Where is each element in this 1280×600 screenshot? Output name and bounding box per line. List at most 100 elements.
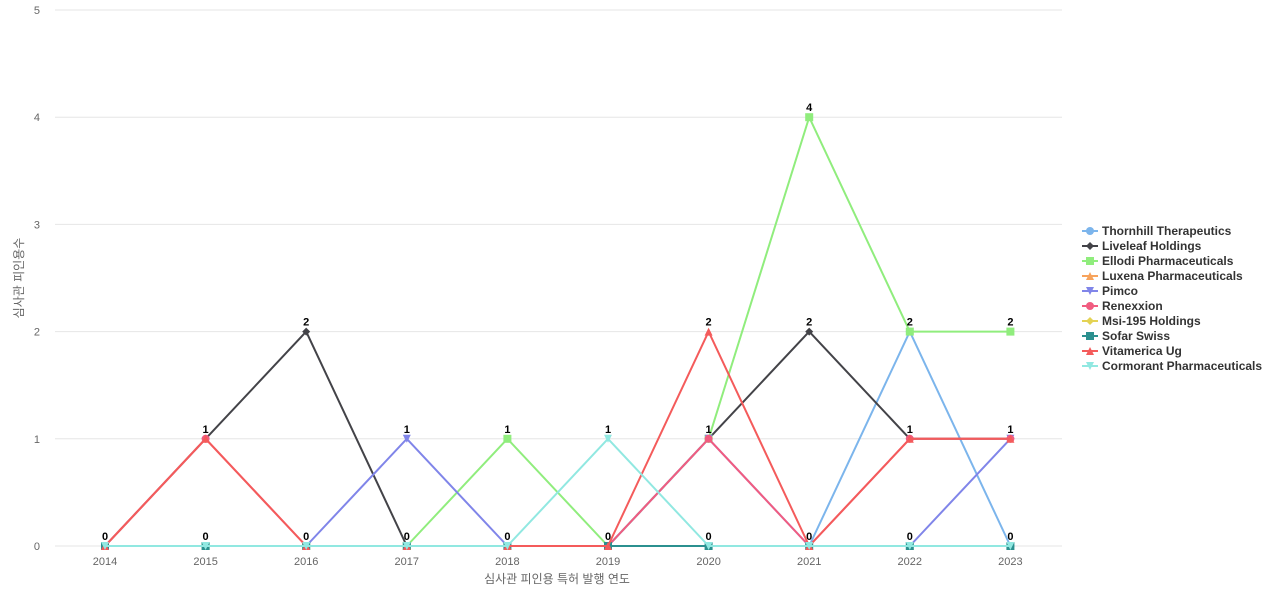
data-point (1006, 434, 1015, 443)
x-axis-title: 심사관 피인용 특허 발행 연도 (484, 571, 630, 586)
legend-label: Sofar Swiss (1102, 329, 1170, 343)
data-point (201, 434, 210, 443)
data-label: 0 (102, 531, 108, 543)
y-axis-ticks: 0 1 2 3 4 5 (34, 5, 40, 553)
data-point (805, 327, 814, 336)
data-point (201, 542, 210, 550)
x-tick-label: 2017 (395, 556, 419, 568)
legend-item[interactable]: Cormorant Pharmaceuticals (1082, 359, 1262, 373)
legend-item[interactable]: Luxena Pharmaceuticals (1082, 269, 1243, 283)
x-tick-label: 2016 (294, 556, 318, 568)
y-tick-label: 0 (34, 541, 40, 553)
data-label: 1 (203, 424, 209, 436)
data-label: 0 (706, 531, 712, 543)
data-label: 0 (504, 531, 510, 543)
x-tick-label: 2022 (898, 556, 922, 568)
legend-marker (1086, 317, 1094, 325)
legend-marker (1086, 347, 1094, 355)
data-point (302, 542, 311, 550)
legend-marker (1086, 227, 1094, 235)
legend-label: Cormorant Pharmaceuticals (1102, 359, 1262, 373)
x-tick-label: 2021 (797, 556, 821, 568)
data-label: 1 (404, 424, 410, 436)
data-point (704, 434, 713, 443)
legend-label: Vitamerica Ug (1102, 344, 1182, 358)
x-axis-ticks: 2014 2015 2016 2017 2018 2019 2020 2021 2022 2023 (93, 556, 1023, 568)
legend-marker (1086, 362, 1094, 370)
legend-label: Liveleaf Holdings (1102, 239, 1202, 253)
data-point (905, 542, 914, 550)
gridlines (55, 9, 1062, 547)
legend-item[interactable]: Renexxion (1082, 299, 1163, 313)
series-lines (101, 113, 1015, 550)
y-tick-label: 3 (34, 219, 40, 231)
legend-item[interactable]: Thornhill Therapeutics (1082, 224, 1232, 238)
legend-item[interactable]: Liveleaf Holdings (1082, 239, 1202, 253)
data-label: 1 (907, 424, 913, 436)
data-point (503, 434, 512, 443)
x-tick-label: 2018 (495, 556, 519, 568)
legend-item[interactable]: Ellodi Pharmaceuticals (1082, 254, 1234, 268)
data-point (704, 542, 713, 550)
legend-label: Thornhill Therapeutics (1102, 224, 1232, 238)
data-point (905, 327, 914, 336)
data-point (302, 327, 311, 336)
data-label: 2 (303, 317, 309, 329)
data-label: 0 (404, 531, 410, 543)
data-point (805, 113, 814, 122)
data-point (704, 327, 713, 336)
y-tick-label: 4 (34, 112, 40, 124)
data-label: 1 (504, 424, 510, 436)
x-tick-label: 2020 (696, 556, 720, 568)
legend-marker (1086, 242, 1094, 250)
data-point (101, 542, 109, 550)
data-label: 0 (303, 531, 309, 543)
y-tick-label: 5 (34, 5, 40, 17)
legend-item[interactable]: Sofar Swiss (1082, 329, 1170, 343)
series-9 (101, 434, 1015, 550)
x-tick-label: 2019 (596, 556, 620, 568)
legend-marker (1086, 302, 1094, 310)
data-label: 1 (605, 424, 611, 436)
data-label: 1 (1007, 424, 1013, 436)
data-label: 1 (706, 424, 712, 436)
data-label: 0 (907, 531, 913, 543)
data-label: 2 (806, 317, 812, 329)
y-axis-title: 심사관 피인용수 (12, 238, 26, 319)
legend-label: Ellodi Pharmaceuticals (1102, 254, 1234, 268)
data-point (905, 434, 914, 443)
data-point (1006, 542, 1015, 550)
y-tick-label: 2 (34, 327, 40, 339)
data-label: 0 (203, 531, 209, 543)
legend-item[interactable]: Pimco (1082, 284, 1138, 298)
legend-marker (1086, 287, 1094, 295)
legend-label: Msi-195 Holdings (1102, 314, 1201, 328)
legend-label: Renexxion (1102, 299, 1163, 313)
data-point (503, 542, 512, 550)
data-point (402, 434, 411, 443)
x-tick-label: 2015 (193, 556, 217, 568)
data-label: 2 (706, 317, 712, 329)
legend-marker (1086, 257, 1094, 265)
data-point (1006, 327, 1015, 336)
legend-label: Pimco (1102, 284, 1138, 298)
data-label: 2 (1007, 317, 1013, 329)
series-line (104, 330, 1011, 547)
legend-marker (1086, 272, 1094, 280)
data-label: 0 (1007, 531, 1013, 543)
data-point (604, 542, 612, 550)
data-label: 4 (806, 102, 813, 114)
legend-item[interactable]: Vitamerica Ug (1082, 344, 1182, 358)
data-label: 0 (806, 531, 812, 543)
data-label: 2 (907, 317, 913, 329)
x-tick-label: 2014 (93, 556, 117, 568)
x-tick-label: 2023 (998, 556, 1022, 568)
legend-item[interactable]: Msi-195 Holdings (1082, 314, 1201, 328)
legend-label: Luxena Pharmaceuticals (1102, 269, 1243, 283)
data-point (402, 542, 411, 550)
data-point (604, 434, 612, 443)
legend-marker (1086, 332, 1094, 340)
y-tick-label: 1 (34, 434, 40, 446)
